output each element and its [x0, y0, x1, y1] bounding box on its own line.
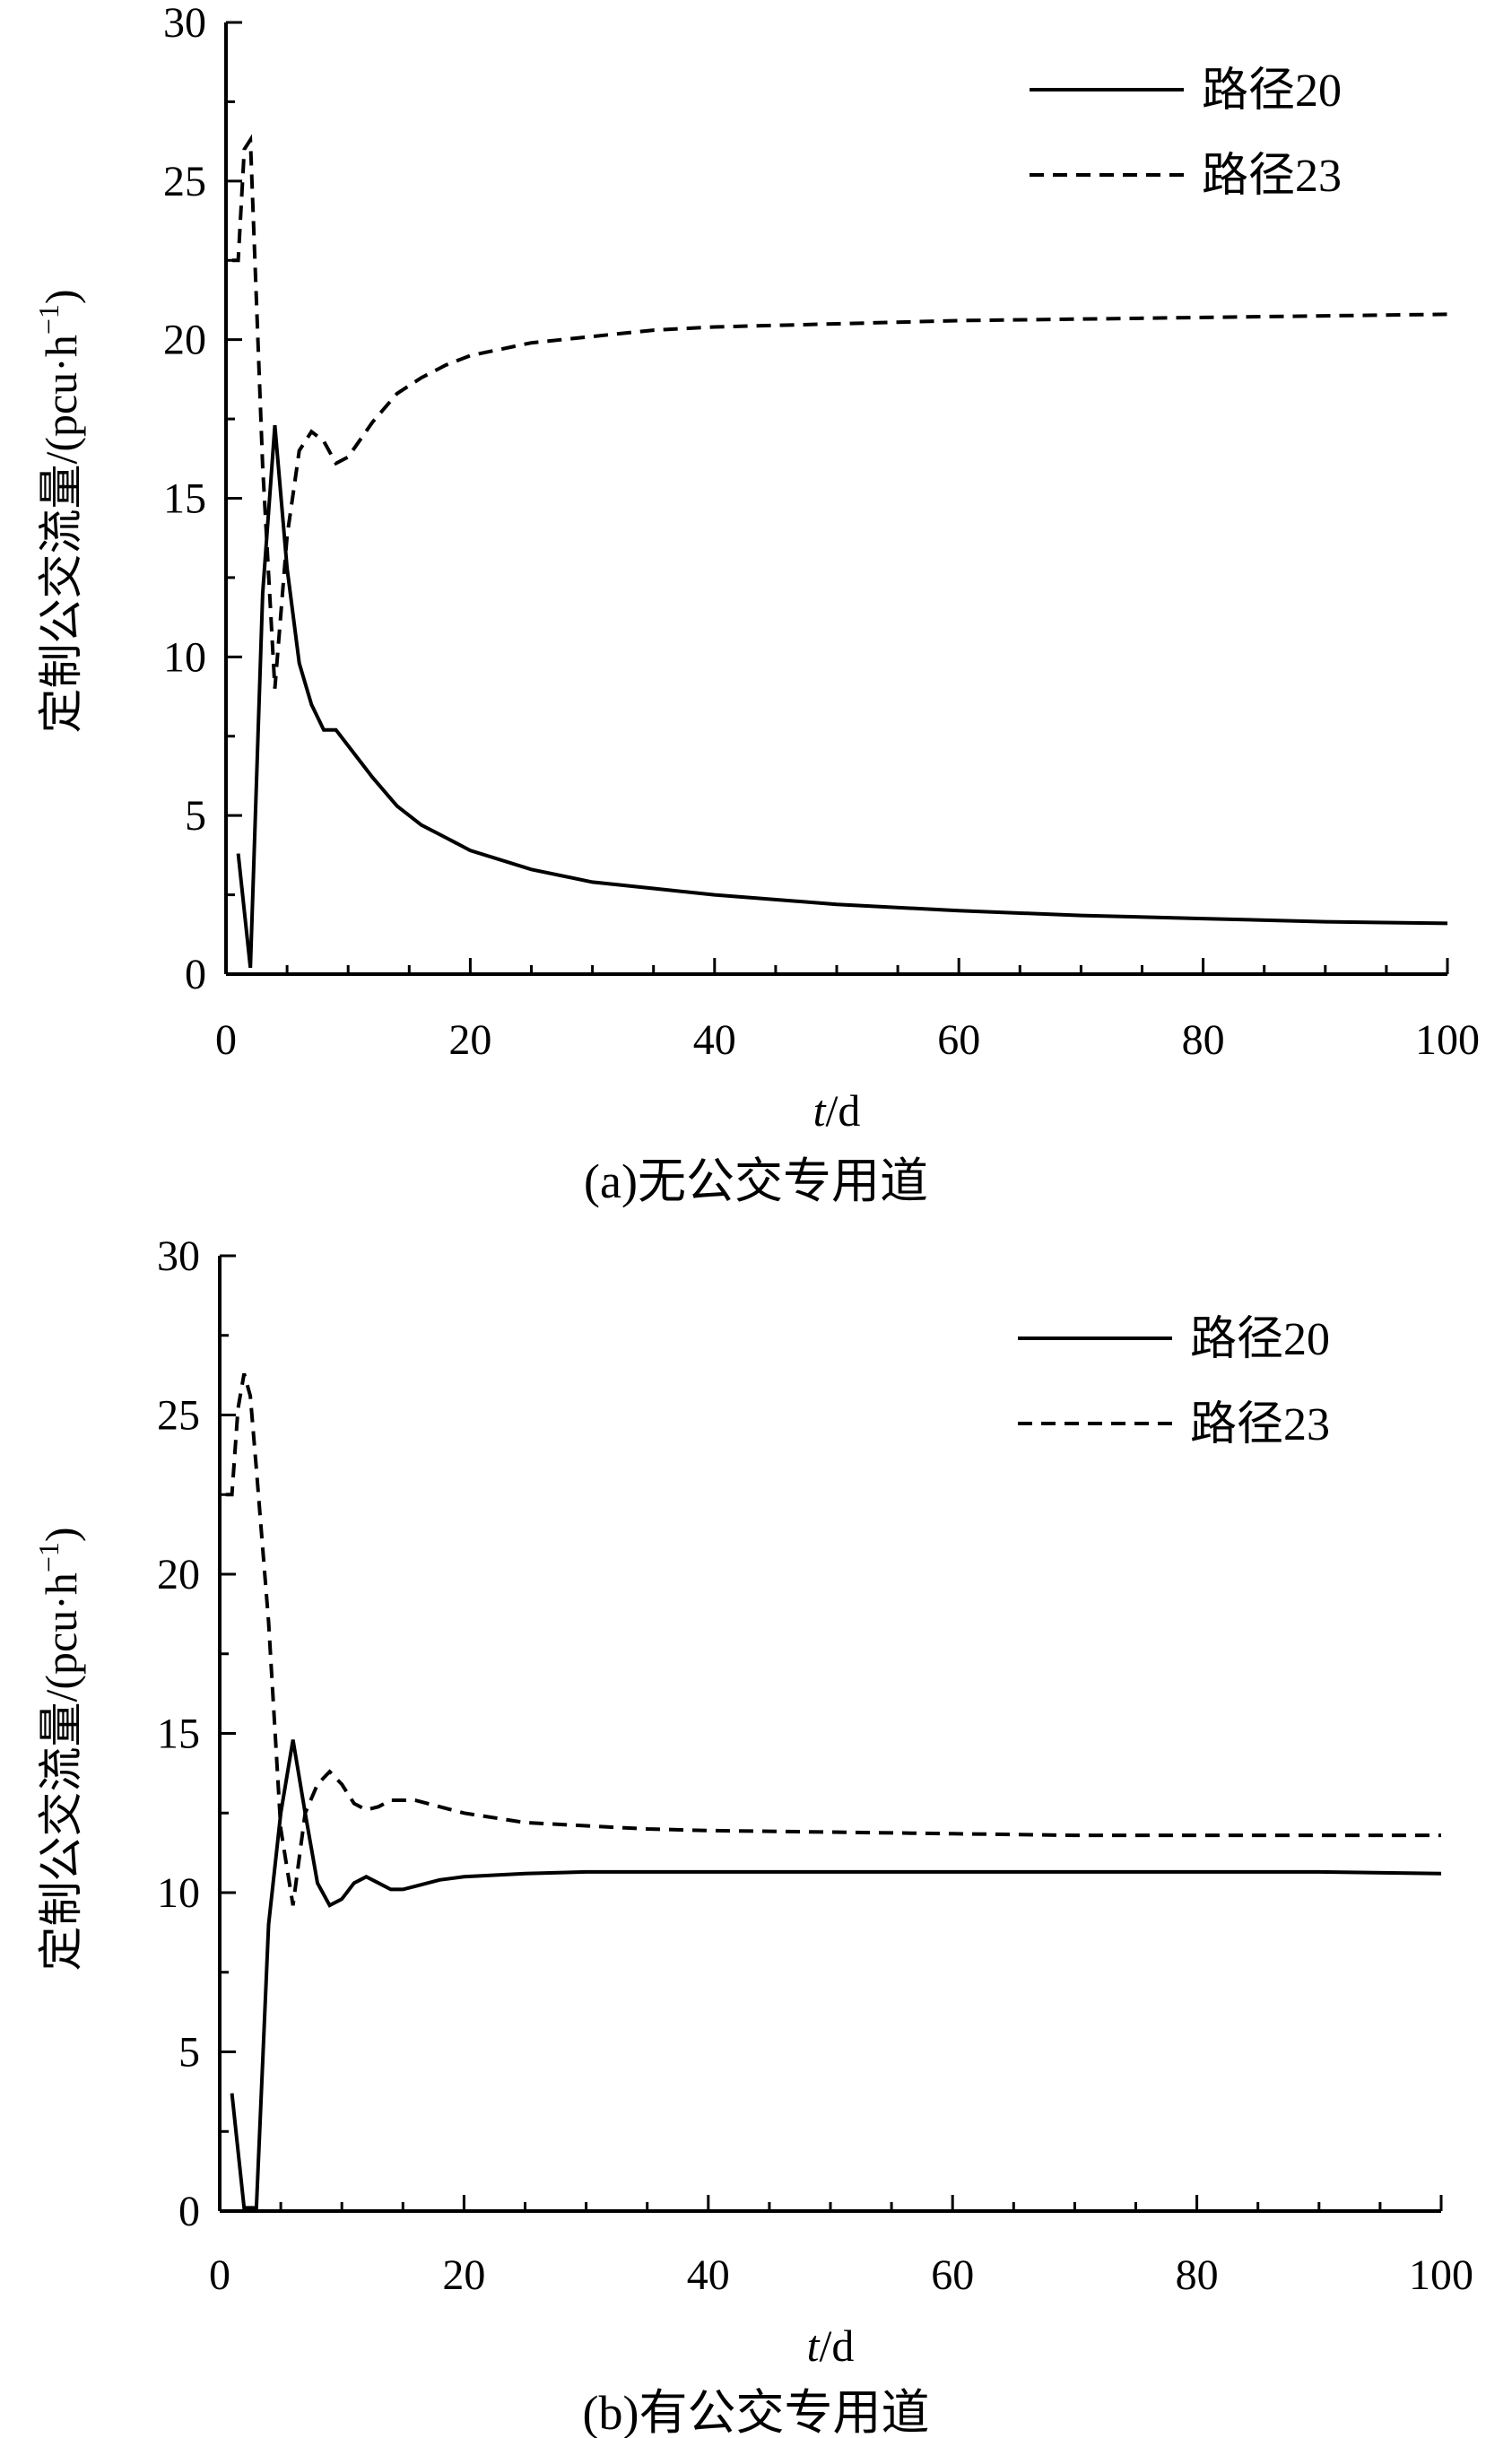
- y-axis-label-close: ): [36, 289, 86, 304]
- chart-panel-a: 0 5 10 15 20 25 30 0 20 40 60 80 100 t/d 定制公交流量/(pcu·h…: [32, 0, 1480, 1208]
- x-axis-unit: /d: [820, 2320, 855, 2371]
- x-axis-symbol: t: [813, 1085, 827, 1136]
- legend-label: 路径23: [1202, 151, 1342, 202]
- panel-caption: (b)有公交专用道: [583, 2386, 930, 2438]
- y-axis-title: 定制公交流量/(pcu·h−1): [32, 1527, 86, 1971]
- legend-label: 路径23: [1190, 1399, 1330, 1450]
- x-tick-label: 80: [1176, 2251, 1219, 2299]
- y-tick-label: 15: [157, 1711, 200, 1758]
- legend-label: 路径20: [1202, 65, 1342, 117]
- x-tick-label: 60: [937, 1016, 980, 1064]
- x-tick-label: 20: [448, 1016, 491, 1064]
- series-line-路径23: [231, 134, 1448, 689]
- y-tick-label: 10: [163, 633, 206, 681]
- y-axis-label-sup: −1: [32, 1542, 65, 1572]
- y-tick-label: 10: [157, 1869, 200, 1917]
- y-tick-label: 5: [178, 2029, 200, 2077]
- series-line-路径20: [230, 1739, 1442, 2210]
- x-tick-label: 100: [1409, 2251, 1473, 2299]
- y-axis-label-main: 定制公交流量/(pcu·h: [36, 1572, 86, 1971]
- y-tick-label: 0: [178, 2188, 200, 2235]
- y-axis-label-close: ): [36, 1527, 86, 1542]
- y-tick-label: 30: [157, 1232, 200, 1280]
- x-axis-symbol: t: [807, 2320, 821, 2371]
- x-axis-title: t/d: [813, 1085, 861, 1136]
- x-tick-label: 0: [215, 1016, 237, 1064]
- x-tick-label: 0: [209, 2251, 230, 2299]
- x-tick-label: 80: [1182, 1016, 1225, 1064]
- chart-panel-b: 0 5 10 15 20 25 30 0 20 40 60 80 100 t/d 定制公交流量/(pcu·h…: [32, 1232, 1473, 2438]
- x-tick-label: 40: [687, 2251, 730, 2299]
- y-tick-label: 20: [157, 1551, 200, 1598]
- series-line-路径23: [225, 1372, 1441, 1906]
- y-axis-label-sup: −1: [32, 304, 65, 335]
- y-axis-label-main: 定制公交流量/(pcu·h: [36, 335, 86, 733]
- x-tick-label: 60: [931, 2251, 974, 2299]
- y-tick-label: 25: [163, 158, 206, 205]
- y-tick-label: 15: [163, 475, 206, 523]
- y-tick-label: 25: [157, 1392, 200, 1440]
- x-tick-label: 100: [1415, 1016, 1480, 1064]
- y-axis-title: 定制公交流量/(pcu·h−1): [32, 289, 86, 733]
- x-tick-label: 20: [442, 2251, 485, 2299]
- y-tick-label: 30: [163, 0, 206, 47]
- x-axis-title: t/d: [807, 2320, 855, 2371]
- panel-caption: (a)无公交专用道: [584, 1154, 928, 1208]
- y-tick-label: 5: [185, 792, 206, 840]
- series-line-路径20: [236, 425, 1448, 969]
- y-tick-label: 0: [185, 951, 206, 998]
- y-tick-label: 20: [163, 317, 206, 364]
- x-axis-unit: /d: [826, 1085, 861, 1136]
- x-tick-label: 40: [693, 1016, 736, 1064]
- legend-label: 路径20: [1190, 1314, 1330, 1365]
